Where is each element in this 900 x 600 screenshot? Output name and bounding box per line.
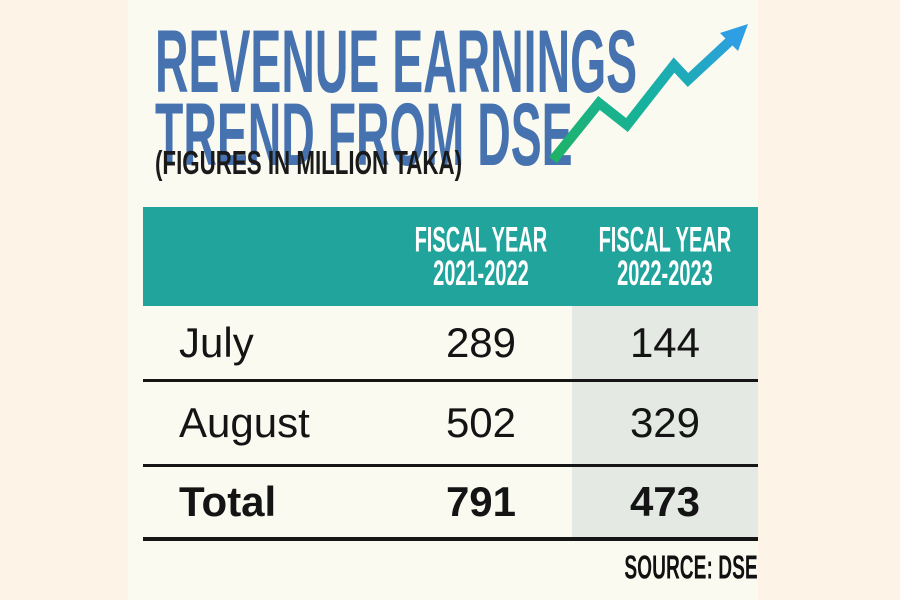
fy-2021-2022-value: 502 bbox=[445, 399, 517, 446]
table-header-row: FISCAL YEAR 2021-2022 FISCAL YEAR 2022-2… bbox=[143, 207, 758, 306]
row-divider bbox=[143, 379, 758, 382]
fy-2022-2023-value: 144 bbox=[629, 318, 701, 366]
title-line-2: TREND FROM DSE bbox=[155, 85, 573, 186]
fy-2021-2022-value: 791 bbox=[445, 478, 517, 525]
revenue-table: FISCAL YEAR 2021-2022 FISCAL YEAR 2022-2… bbox=[143, 207, 758, 541]
column-header-month bbox=[143, 207, 390, 306]
table-bottom-rule bbox=[143, 537, 758, 541]
fy-2022-2023-value: 329 bbox=[629, 399, 701, 446]
page-title: REVENUE EARNINGS TREND FROM DSE bbox=[155, 12, 638, 186]
source-credit: SOURCE: DSE bbox=[624, 549, 758, 587]
table-row-august: August 502 329 bbox=[143, 382, 758, 464]
fy-2022-2023-value: 473 bbox=[629, 478, 701, 525]
column-header-label: FISCAL YEAR 2022-2023 bbox=[598, 220, 732, 293]
row-label: July bbox=[179, 318, 254, 366]
row-label: Total bbox=[179, 478, 277, 525]
column-header-fy-2021-2022: FISCAL YEAR 2021-2022 bbox=[390, 207, 572, 306]
table-row-july: July 289 144 bbox=[143, 306, 758, 379]
row-label: August bbox=[179, 399, 310, 446]
fy-2022-2023-column-highlight bbox=[572, 306, 758, 541]
table-row-total: Total 791 473 bbox=[143, 467, 758, 537]
fy-2021-2022-value: 289 bbox=[445, 318, 517, 366]
column-header-label: FISCAL YEAR 2021-2022 bbox=[414, 220, 548, 293]
upward-trend-arrow-icon bbox=[549, 24, 748, 164]
row-divider bbox=[143, 464, 758, 467]
title-line-1: REVENUE EARNINGS bbox=[155, 12, 638, 112]
units-subtitle: (FIGURES IN MILLION TAKA) bbox=[155, 145, 463, 183]
column-header-fy-2022-2023: FISCAL YEAR 2022-2023 bbox=[572, 207, 758, 306]
